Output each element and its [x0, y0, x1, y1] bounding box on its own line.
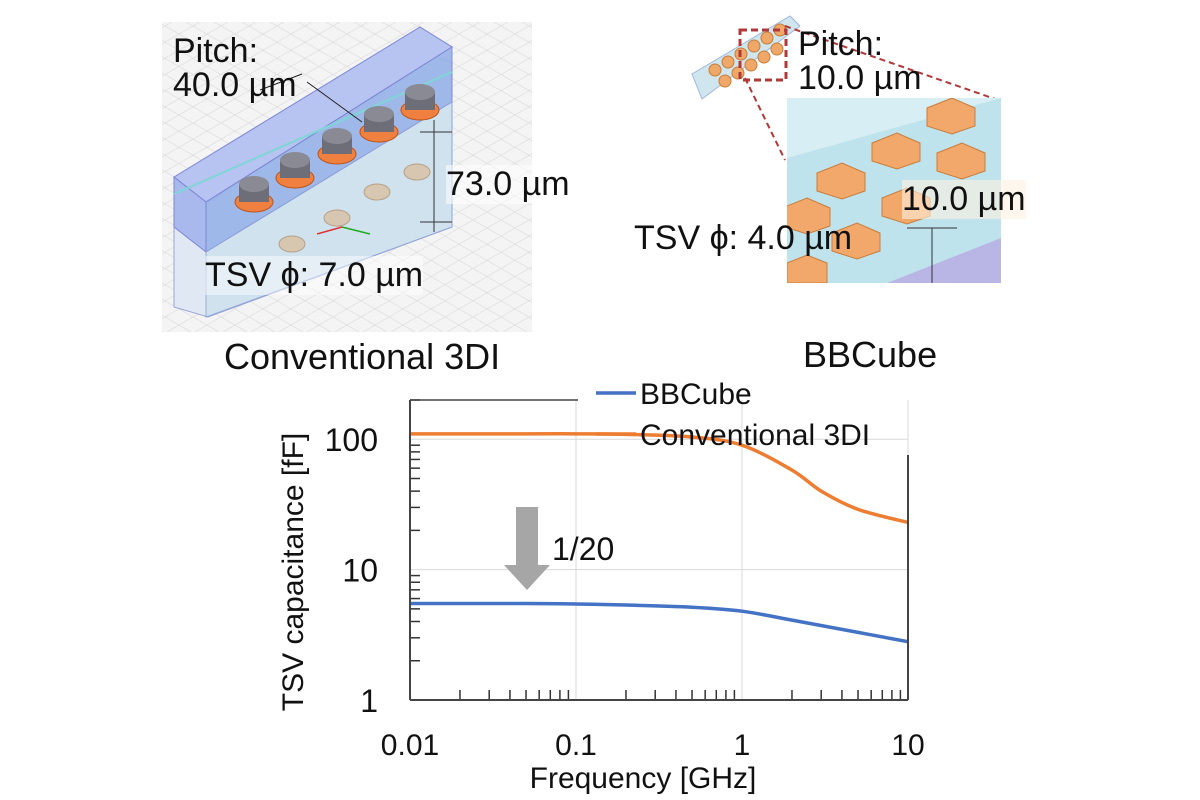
x-tick-label: 10 — [891, 729, 924, 762]
x-tick-label: 1 — [734, 729, 751, 762]
bbcube-pitch-label: Pitch: — [798, 25, 884, 63]
series-line-conventional-3di — [410, 432, 909, 525]
conventional-tsv-diameter: TSV ϕ: 7.0 µm — [205, 256, 424, 295]
legend-label: Conventional 3DI — [640, 419, 870, 452]
bbcube-overview-model — [690, 4, 801, 104]
y-tick-label: 10 — [342, 553, 378, 589]
x-tick-label: 0.01 — [381, 729, 439, 762]
conventional-pitch-value: 40.0 µm — [173, 66, 297, 104]
conventional-pitch-label: Pitch: — [173, 32, 259, 70]
x-axis-label: Frequency [GHz] — [530, 762, 757, 795]
conventional-caption: Conventional 3DI — [224, 336, 501, 377]
annotation: 1/20 — [504, 507, 614, 590]
series-line-bbcube — [409, 601, 909, 644]
ratio-annotation: 1/20 — [552, 531, 614, 567]
y-tick-label: 1 — [360, 683, 378, 719]
bbcube-pitch-value: 10.0 µm — [798, 59, 922, 97]
conventional-height-value: 73.0 µm — [446, 165, 570, 204]
legend-label: BBCube — [640, 378, 752, 411]
bbcube-tsv-diameter: TSV ϕ: 4.0 µm — [634, 219, 853, 257]
x-tick-labels: 0.01 0.1 1 10 — [381, 729, 925, 762]
x-tick-label: 0.1 — [555, 729, 597, 762]
bbcube-height-value: 10.0 µm — [902, 180, 1026, 219]
y-tick-labels: 1 10 100 — [325, 422, 378, 719]
pitch-dimension-arrow — [259, 73, 303, 91]
legend: BBCube Conventional 3DI — [596, 378, 870, 452]
bbcube-caption: BBCube — [803, 334, 938, 375]
y-axis-label: TSV capacitance [fF] — [277, 433, 310, 711]
conventional-3di-drawing — [173, 26, 453, 318]
series-lines — [409, 432, 909, 644]
y-tick-label: 100 — [325, 422, 378, 458]
down-arrow-icon — [504, 507, 550, 590]
